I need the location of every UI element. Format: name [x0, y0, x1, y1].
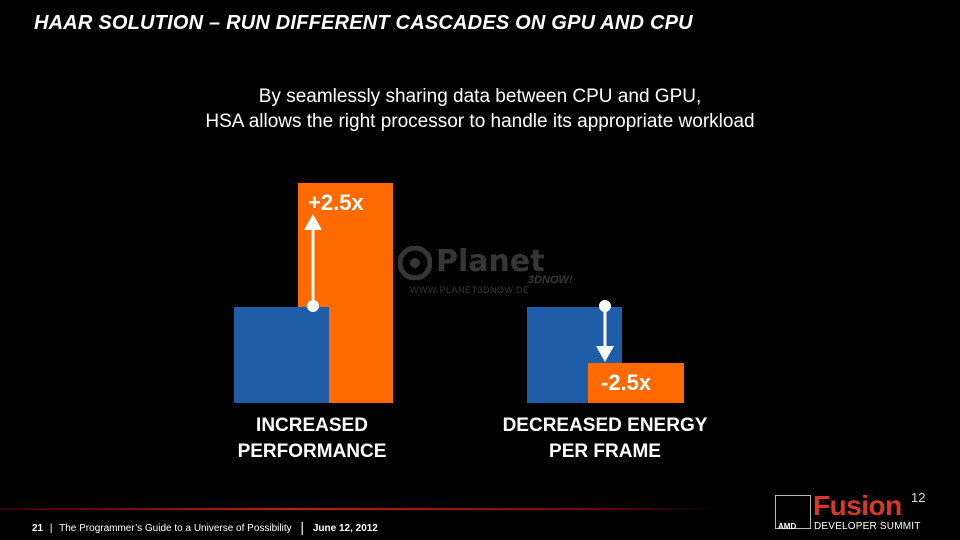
footer-separator-2: |: [300, 519, 305, 535]
amd-logo-box: AMD: [775, 495, 811, 531]
performance-label: INCREASED PERFORMANCE: [212, 413, 412, 465]
page-number: 21: [32, 523, 44, 534]
footer-divider: [0, 508, 720, 510]
footer-separator: |: [49, 523, 53, 534]
planet-logo-icon: [398, 246, 432, 280]
slide-footer: 21 | The Programmer’s Guide to a Univers…: [32, 519, 378, 535]
amd-fusion-logo: AMD Fusion 12 DEVELOPER SUMMIT: [775, 490, 935, 535]
fusion-logo-text: Fusion: [813, 490, 902, 521]
slide-title: HAAR SOLUTION – RUN DIFFERENT CASCADES O…: [34, 12, 693, 34]
energy-change-label: -2.5x: [601, 370, 652, 395]
performance-baseline-bar: [234, 307, 329, 403]
energy-label: DECREASED ENERGY PER FRAME: [475, 413, 735, 465]
developer-summit-text: DEVELOPER SUMMIT: [814, 521, 921, 532]
watermark-url: WWW.PLANET3DNOW.DE: [410, 285, 530, 295]
slide-subtitle: By seamlessly sharing data between CPU a…: [0, 84, 960, 134]
watermark-sub: 3DNOW!: [528, 274, 573, 286]
performance-change-label: +2.5x: [308, 190, 364, 215]
performance-label-line-2: PERFORMANCE: [237, 441, 387, 462]
down-arrow-icon: [596, 300, 614, 362]
footer-date: June 12, 2012: [312, 523, 378, 534]
amd-logo-text: AMD: [778, 522, 797, 531]
energy-label-line-1: DECREASED ENERGY: [502, 415, 708, 436]
subtitle-line-1: By seamlessly sharing data between CPU a…: [258, 86, 702, 107]
energy-label-line-2: PER FRAME: [549, 441, 661, 462]
performance-label-line-1: INCREASED: [256, 415, 368, 436]
fusion-logo-superscript: 12: [911, 490, 926, 505]
up-arrow-icon: [304, 214, 322, 312]
watermark-brand: Planet: [436, 244, 545, 279]
subtitle-line-2: HSA allows the right processor to handle…: [205, 111, 755, 132]
planet3dnow-watermark: Planet 3DNOW! WWW.PLANET3DNOW.DE: [398, 244, 573, 295]
footer-tagline: The Programmer’s Guide to a Universe of …: [59, 523, 292, 534]
energy-hsa-bar: [588, 363, 684, 403]
